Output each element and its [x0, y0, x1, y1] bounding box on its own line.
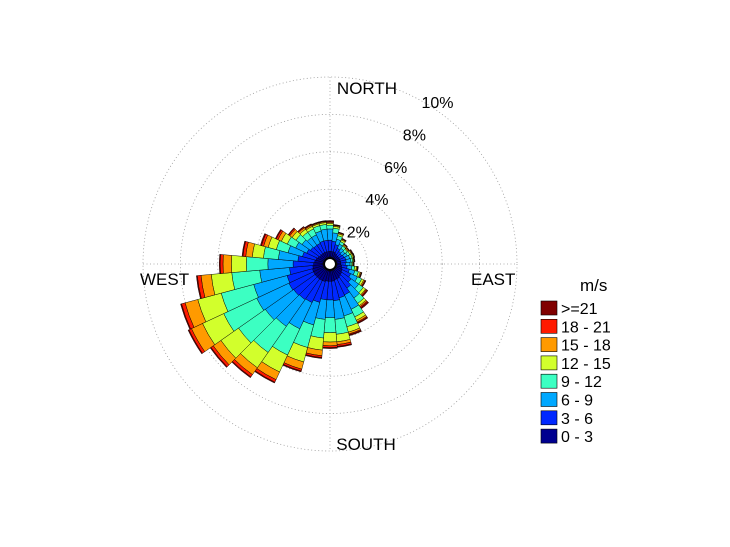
- grid-ring-10: [142, 76, 518, 452]
- sector-180-bin-4: [322, 332, 338, 343]
- grid-ring-6: [217, 151, 443, 377]
- sector-180-bin-5: [322, 341, 338, 347]
- calm-center-marker: [323, 257, 337, 271]
- sector-70: [336, 252, 356, 263]
- sector-120: [335, 266, 367, 288]
- legend-label: 6 - 9: [561, 393, 593, 410]
- legend-swatch: [540, 392, 558, 407]
- sector-130: [334, 267, 369, 298]
- legend-swatch: [540, 337, 558, 352]
- legend-label: >=21: [561, 301, 598, 318]
- sector-0-bin-3: [326, 224, 334, 230]
- sector-40: [333, 243, 348, 260]
- sector-70-bin-7: [352, 252, 356, 258]
- legend-label: 18 - 21: [561, 319, 611, 336]
- sector-310-bin-7: [287, 227, 295, 236]
- sector-250-bin-7: [180, 303, 191, 330]
- sector-240: [187, 266, 325, 355]
- legend-item: 15 - 18: [540, 337, 611, 355]
- sector-300: [275, 229, 325, 262]
- legend-swatch: [540, 355, 558, 371]
- sector-330-bin-7: [304, 223, 312, 229]
- sector-280: [241, 240, 324, 264]
- sector-0-bin-4: [326, 223, 334, 226]
- sector-180-bin-3: [323, 317, 337, 333]
- sector-350-bin-7: [318, 220, 327, 223]
- sector-30: [332, 237, 347, 259]
- sector-270-bin-7: [218, 254, 221, 274]
- sector-80: [336, 257, 356, 264]
- direction-label-south: SOUTH: [336, 435, 396, 454]
- sector-270: [218, 254, 324, 274]
- ring-label-8: 8%: [403, 127, 426, 144]
- sector-200: [282, 270, 329, 373]
- sector-30-bin-7: [341, 237, 347, 242]
- legend-item: >=21: [540, 300, 598, 318]
- direction-label-north: NORTH: [337, 79, 397, 98]
- legend-label: 3 - 6: [561, 411, 593, 428]
- wind-sectors: [180, 220, 369, 384]
- legend-label: 12 - 15: [561, 356, 611, 373]
- legend-swatch: [540, 428, 558, 444]
- sector-220: [231, 268, 327, 379]
- sector-270-bin-3: [246, 256, 269, 272]
- sector-0-bin-7: [325, 220, 335, 222]
- sector-270-bin-6: [219, 254, 224, 274]
- direction-label-west: WEST: [140, 270, 189, 289]
- sector-40-bin-7: [343, 243, 348, 248]
- legend-swatch: [540, 410, 558, 426]
- legend-swatch: [540, 318, 558, 334]
- ring-label-10: 10%: [422, 95, 454, 112]
- legend-item: 12 - 15: [540, 355, 611, 373]
- legend-label: 15 - 18: [561, 338, 611, 355]
- sector-270-bin-5: [222, 254, 232, 274]
- legend-label: 0 - 3: [561, 429, 593, 446]
- ring-label-2: 2%: [347, 225, 370, 242]
- ring-label-6: 6%: [384, 160, 407, 177]
- legend-swatch: [540, 373, 558, 389]
- sector-300-bin-7: [275, 229, 282, 240]
- sector-20: [331, 231, 345, 258]
- sector-320-bin-7: [297, 226, 305, 233]
- direction-label-east: EAST: [471, 270, 515, 289]
- sector-10-bin-7: [333, 224, 341, 227]
- sector-270-bin-4: [231, 255, 247, 273]
- legend-item: 9 - 12: [540, 373, 602, 391]
- legend-item: 18 - 21: [540, 318, 611, 336]
- sector-240-bin-7: [187, 329, 203, 355]
- sector-290-bin-7: [260, 233, 266, 246]
- legend-title: m/s: [580, 276, 607, 295]
- ring-label-4: 4%: [365, 192, 388, 209]
- legend-item: 3 - 6: [540, 410, 593, 428]
- legend-item: 6 - 9: [540, 392, 593, 410]
- sector-350: [318, 220, 330, 258]
- sector-80-bin-7: [353, 257, 356, 263]
- sector-150: [332, 269, 369, 325]
- ring-labels: 2% 4% 6% 8% 10%: [347, 95, 454, 242]
- sector-290: [260, 233, 324, 263]
- legend-label: 9 - 12: [561, 374, 602, 391]
- sector-260: [196, 264, 324, 299]
- sector-310: [287, 227, 326, 261]
- sector-90-bin-3: [349, 261, 353, 267]
- sector-10: [330, 224, 341, 258]
- sector-90: [336, 261, 355, 267]
- sector-20-bin-7: [338, 231, 345, 235]
- sector-280-bin-7: [241, 240, 246, 257]
- sector-180-bin-7: [322, 347, 338, 349]
- legend-item: 0 - 3: [540, 428, 593, 446]
- sector-260-bin-7: [196, 275, 202, 299]
- legend-swatch: [540, 300, 558, 316]
